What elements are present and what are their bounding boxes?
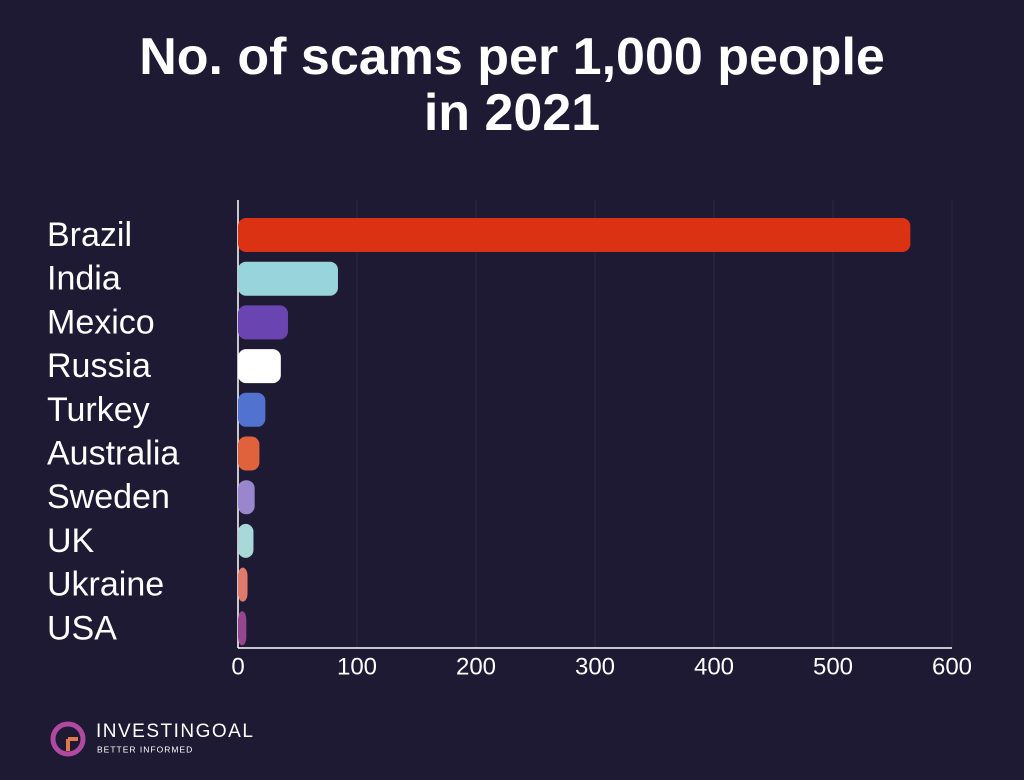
y-tick-label: Australia (47, 434, 179, 472)
bar (238, 261, 338, 296)
logo-name: INVESTINGOAL (96, 721, 254, 742)
x-tick-label: 200 (456, 653, 496, 680)
y-tick-label: Brazil (47, 216, 132, 254)
bar (238, 567, 248, 602)
bar (238, 305, 288, 340)
bar (238, 611, 247, 646)
x-tick-label: 0 (231, 653, 244, 680)
x-tick-label: 300 (575, 653, 615, 680)
y-tick-label: USA (47, 609, 117, 647)
chart-title: No. of scams per 1,000 people in 2021 (139, 28, 885, 142)
y-tick-label: Turkey (47, 391, 150, 429)
bar (238, 349, 281, 384)
bar (238, 436, 260, 471)
bar (238, 480, 255, 515)
y-tick-label: Sweden (47, 478, 170, 516)
y-tick-label: Mexico (47, 303, 155, 341)
bar (238, 523, 254, 558)
x-tick-label: 600 (932, 653, 972, 680)
y-tick-label: Russia (47, 347, 151, 385)
logo-icon (50, 721, 86, 757)
bar (238, 392, 266, 427)
y-tick-label: Ukraine (47, 566, 164, 604)
x-tick-label: 400 (694, 653, 734, 680)
y-tick-label: India (47, 260, 121, 298)
logo: INVESTINGOAL BETTER INFORMED (50, 721, 254, 757)
logo-tagline: BETTER INFORMED (97, 744, 193, 754)
logo-icon-mark (66, 737, 78, 751)
x-tick-label: 100 (337, 653, 377, 680)
y-tick-label: UK (47, 522, 95, 560)
x-tick-label: 500 (813, 653, 853, 680)
bar (238, 218, 911, 252)
